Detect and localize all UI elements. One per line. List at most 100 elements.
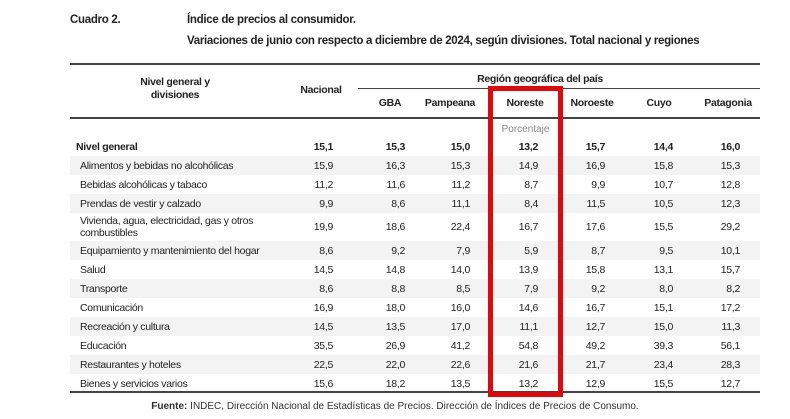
cell-pampeana: 11,2 bbox=[451, 178, 471, 191]
cell-cuyo: 15,0 bbox=[653, 320, 674, 333]
row-label: Salud bbox=[80, 263, 106, 276]
table-row: Bebidas alcohólicas y tabaco 11,2 11,6 11,2… bbox=[70, 175, 760, 194]
cell-gba: 11,6 bbox=[386, 178, 406, 191]
cell-cuyo: 10,5 bbox=[653, 197, 674, 210]
cell-noreste: 13,9 bbox=[518, 263, 539, 276]
cell-gba: 8,8 bbox=[391, 282, 405, 295]
cell-patagonia: 28,3 bbox=[720, 358, 741, 371]
top-rule bbox=[70, 63, 760, 65]
cell-pampeana: 14,0 bbox=[450, 263, 471, 276]
cell-noroeste: 8,7 bbox=[591, 244, 605, 257]
cell-patagonia: 56,1 bbox=[720, 339, 741, 352]
header-rule bbox=[70, 117, 760, 119]
cell-noroeste: 17,6 bbox=[585, 221, 606, 233]
cell-noreste: 16,7 bbox=[518, 221, 539, 233]
row-label: Equipamiento y mantenimiento del hogar bbox=[80, 244, 260, 257]
cell-patagonia: 17,2 bbox=[720, 301, 741, 314]
cell-nacional: 8,6 bbox=[319, 244, 333, 257]
cell-pampeana: 13,5 bbox=[450, 377, 471, 390]
cell-nacional: 15,9 bbox=[313, 159, 334, 172]
cell-patagonia: 10,1 bbox=[720, 244, 741, 257]
cell-patagonia: 29,2 bbox=[720, 221, 741, 233]
cell-pampeana: 41,2 bbox=[450, 339, 471, 352]
cell-noreste: 14,9 bbox=[518, 159, 539, 172]
table-row: Comunicación 16,9 18,0 16,0 14,6 16,7 15,1 17,2 bbox=[70, 298, 760, 317]
cell-noreste: 21,6 bbox=[518, 358, 539, 371]
cell-nacional: 15,6 bbox=[313, 377, 334, 390]
cell-noreste: 7,9 bbox=[524, 282, 538, 295]
cell-cuyo: 15,8 bbox=[653, 159, 674, 172]
cell-nacional: 35,5 bbox=[313, 339, 334, 352]
cell-gba: 13,5 bbox=[385, 320, 406, 333]
header-region-pampeana: Pampeana bbox=[424, 97, 476, 109]
cell-noroeste: 9,9 bbox=[591, 178, 605, 191]
cell-noreste: 8,4 bbox=[524, 197, 538, 210]
header-region-patagonia: Patagonia bbox=[704, 97, 752, 109]
source-text: INDEC, Dirección Nacional de Estadística… bbox=[187, 401, 639, 412]
row-label: Recreación y cultura bbox=[80, 320, 170, 333]
table-row: Equipamiento y mantenimiento del hogar 8,… bbox=[70, 241, 760, 260]
cell-noroeste: 16,9 bbox=[585, 159, 606, 172]
cell-pampeana: 11,1 bbox=[451, 197, 471, 210]
cell-cuyo: 9,5 bbox=[659, 244, 673, 257]
header-region-noreste: Noreste bbox=[506, 97, 544, 109]
cell-noreste: 11,1 bbox=[519, 320, 539, 333]
cell-pampeana: 15,0 bbox=[450, 141, 471, 153]
cell-noroeste: 21,7 bbox=[585, 358, 606, 371]
table-row: Salud 14,5 14,8 14,0 13,9 15,8 13,1 15,7 bbox=[70, 260, 760, 279]
row-label: Restaurantes y hoteles bbox=[80, 358, 181, 371]
cell-patagonia: 12,7 bbox=[720, 377, 741, 390]
source-note: Fuente: INDEC, Dirección Nacional de Est… bbox=[0, 401, 790, 412]
cell-gba: 26,9 bbox=[385, 339, 406, 352]
cell-patagonia: 15,7 bbox=[720, 263, 741, 276]
cell-cuyo: 15,1 bbox=[653, 301, 674, 314]
cell-pampeana: 17,0 bbox=[450, 320, 471, 333]
row-label: Alimentos y bebidas no alcohólicas bbox=[80, 159, 234, 172]
cell-gba: 18,0 bbox=[385, 301, 406, 314]
cell-patagonia: 8,2 bbox=[726, 282, 740, 295]
row-label: Nivel general bbox=[76, 141, 138, 153]
table-number: Cuadro 2. bbox=[70, 14, 121, 26]
cell-gba: 18,2 bbox=[385, 377, 406, 390]
cell-noreste: 54,8 bbox=[518, 339, 539, 352]
cell-patagonia: 11,3 bbox=[721, 320, 741, 333]
cell-patagonia: 16,0 bbox=[720, 141, 741, 153]
header-region-group: Región geográfica del país bbox=[477, 73, 603, 85]
cell-pampeana: 22,4 bbox=[450, 221, 471, 233]
table-row: Bienes y servicios varios 15,6 18,2 13,5 13,… bbox=[70, 374, 760, 393]
table-row: Vivienda, agua, electricidad, gas y otro… bbox=[70, 213, 760, 241]
cell-cuyo: 39,3 bbox=[653, 339, 674, 352]
row-label: Bebidas alcohólicas y tabaco bbox=[80, 178, 208, 191]
table-row: Restaurantes y hoteles 22,5 22,0 22,6 21,6 21… bbox=[70, 355, 760, 374]
unit-label: Porcentaje bbox=[501, 124, 550, 135]
cell-pampeana: 7,9 bbox=[456, 244, 470, 257]
cell-noroeste: 15,8 bbox=[585, 263, 606, 276]
row-label: Educación bbox=[80, 339, 127, 352]
bottom-rule bbox=[70, 391, 760, 393]
row-label: Transporte bbox=[80, 282, 128, 295]
cell-nacional: 22,5 bbox=[313, 358, 334, 371]
cell-gba: 16,3 bbox=[385, 159, 406, 172]
cell-noroeste: 12,7 bbox=[585, 320, 606, 333]
cell-noroeste: 9,2 bbox=[591, 282, 605, 295]
cell-nacional: 19,9 bbox=[313, 221, 334, 233]
cell-pampeana: 22,6 bbox=[450, 358, 471, 371]
cell-patagonia: 15,3 bbox=[720, 159, 741, 172]
cell-pampeana: 16,0 bbox=[450, 301, 471, 314]
cell-noreste: 14,6 bbox=[518, 301, 539, 314]
cell-noroeste: 12,9 bbox=[585, 377, 606, 390]
cell-noroeste: 11,5 bbox=[586, 197, 606, 210]
cell-pampeana: 8,5 bbox=[456, 282, 470, 295]
cell-noreste: 8,7 bbox=[524, 178, 538, 191]
cell-cuyo: 13,1 bbox=[653, 263, 674, 276]
table-title: Índice de precios al consumidor. bbox=[187, 14, 356, 26]
row-label: Comunicación bbox=[80, 301, 143, 314]
cell-nacional: 9,9 bbox=[319, 197, 333, 210]
header-region-gba: GBA bbox=[378, 97, 402, 109]
cell-cuyo: 15,5 bbox=[653, 377, 674, 390]
cell-nacional: 14,5 bbox=[313, 263, 334, 276]
noreste-highlight-box bbox=[488, 86, 563, 397]
row-label: Vivienda, agua, electricidad, gas y otro… bbox=[80, 215, 254, 239]
cell-gba: 14,8 bbox=[385, 263, 406, 276]
table-row-nivel-general: Nivel general 15,1 15,3 15,0 13,2 15,7 14,4 16,… bbox=[70, 138, 760, 156]
